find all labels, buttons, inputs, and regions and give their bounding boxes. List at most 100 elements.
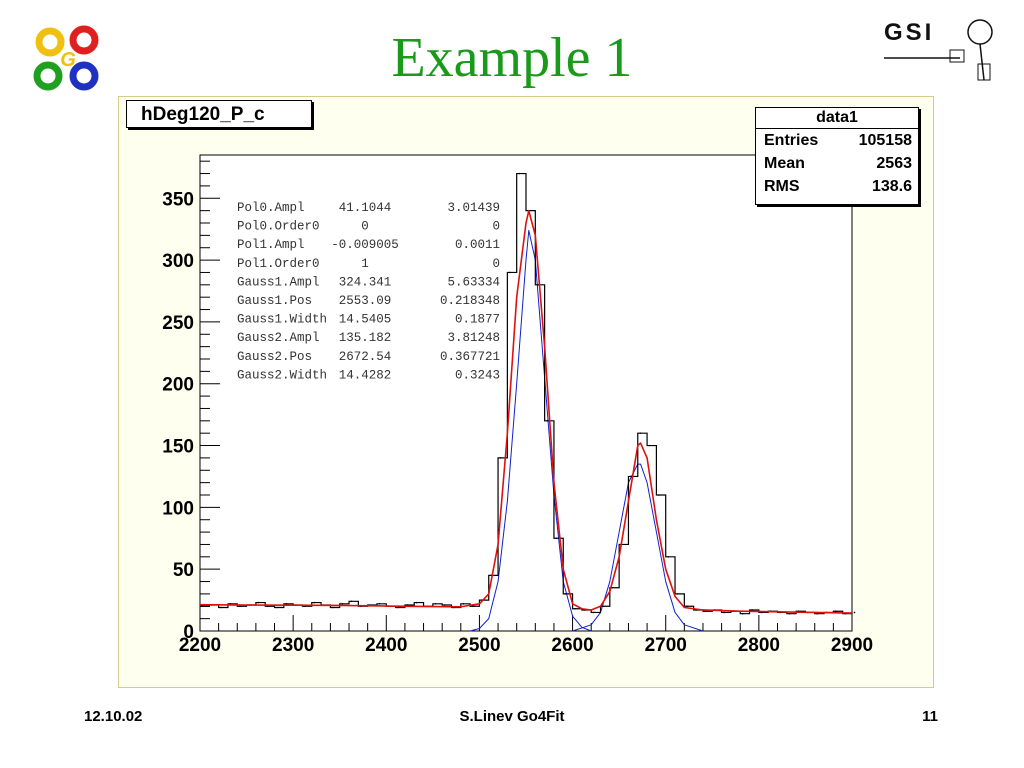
stats-row-rms: RMS 138.6 bbox=[756, 175, 918, 198]
y-tick-label: 100 bbox=[162, 498, 194, 519]
data-point bbox=[257, 601, 260, 604]
fit-param-value: 1 bbox=[361, 257, 369, 271]
stats-row-entries: Entries 105158 bbox=[756, 129, 918, 152]
data-point bbox=[574, 607, 576, 610]
footer-author: S.Linev Go4Fit bbox=[459, 708, 565, 725]
fit-param-name: Gauss2.Ampl bbox=[237, 331, 320, 345]
x-tick-label: 2700 bbox=[645, 635, 687, 656]
fit-param-value: 0 bbox=[361, 220, 369, 234]
fit-param-error: 0 bbox=[492, 257, 500, 271]
fit-param-value: 324.341 bbox=[339, 275, 392, 289]
data-point bbox=[415, 601, 418, 604]
data-point bbox=[723, 611, 725, 614]
data-point bbox=[630, 475, 632, 478]
svg-text:GSI: GSI bbox=[884, 19, 934, 46]
data-point bbox=[332, 606, 334, 609]
data-point bbox=[648, 444, 651, 447]
fit-param-error: 5.63334 bbox=[447, 275, 500, 289]
y-axis: 0 50 100 150 200 250 300 350 bbox=[162, 160, 220, 643]
fit-curve bbox=[199, 209, 853, 614]
data-point bbox=[313, 601, 316, 604]
footer-page-number: 11 bbox=[922, 708, 938, 725]
data-point bbox=[592, 611, 595, 614]
stats-label: Entries bbox=[764, 132, 819, 149]
fit-param-value: 14.5405 bbox=[339, 313, 392, 327]
data-point bbox=[509, 271, 511, 274]
data-point bbox=[471, 605, 474, 608]
data-point bbox=[378, 603, 381, 605]
y-tick-label: 300 bbox=[162, 251, 194, 272]
fit-param-name: Pol0.Ampl bbox=[237, 201, 305, 215]
data-point bbox=[201, 605, 204, 608]
data-point bbox=[676, 593, 679, 595]
fit-param-name: Pol0.Order0 bbox=[237, 220, 320, 234]
data-point bbox=[658, 494, 660, 496]
fit-param-name: Gauss1.Ampl bbox=[237, 275, 320, 289]
y-tick-label: 150 bbox=[162, 437, 194, 458]
fit-param-error: 0 bbox=[492, 220, 500, 234]
stats-title: data1 bbox=[756, 108, 918, 129]
data-point bbox=[751, 609, 753, 611]
x-tick-label: 2300 bbox=[272, 635, 314, 656]
data-point bbox=[741, 612, 744, 615]
histogram-name[interactable]: hDeg120_P_c bbox=[126, 100, 312, 128]
stats-label: Mean bbox=[764, 155, 805, 172]
data-point bbox=[546, 420, 548, 422]
x-axis: 2200 2300 2400 2500 2600 2700 2800 2900 bbox=[179, 615, 873, 656]
data-point bbox=[285, 603, 288, 605]
fit-param-error: 0.218348 bbox=[440, 294, 500, 308]
data-point bbox=[518, 172, 520, 175]
stats-box[interactable]: data1 Entries 105158 Mean 2563 RMS 138.6 bbox=[755, 107, 919, 205]
data-point bbox=[611, 586, 614, 589]
fit-param-error: 0.3243 bbox=[455, 368, 500, 382]
data-point bbox=[238, 605, 241, 608]
y-tick-label: 50 bbox=[173, 560, 194, 581]
data-point bbox=[406, 604, 409, 606]
data-point bbox=[434, 603, 437, 605]
fit-param-name: Pol1.Ampl bbox=[237, 238, 305, 252]
fit-param-name: Gauss2.Width bbox=[237, 368, 327, 382]
fit-param-name: Gauss2.Pos bbox=[237, 350, 312, 364]
component-curves bbox=[469, 229, 704, 632]
data-point bbox=[667, 556, 670, 558]
data-point bbox=[602, 605, 604, 608]
fit-param-error: 3.81248 bbox=[447, 331, 500, 345]
fit-param-value: 135.182 bbox=[339, 331, 392, 345]
data-point bbox=[499, 457, 502, 459]
svg-text:G: G bbox=[60, 49, 76, 71]
stats-value: 138.6 bbox=[871, 178, 912, 195]
component-line-gauss1 bbox=[469, 229, 592, 632]
fit-parameters: Pol0.Ampl 41.1044 3.01439 Pol0.Order0 0 0 Pol1… bbox=[237, 201, 500, 382]
component-line-gauss2 bbox=[572, 463, 704, 632]
x-tick-label: 2200 bbox=[179, 635, 221, 656]
x-tick-label: 2500 bbox=[458, 635, 500, 656]
x-tick-label: 2900 bbox=[831, 635, 873, 656]
fit-param-value: -0.009005 bbox=[331, 238, 399, 252]
data-point bbox=[462, 603, 465, 605]
stats-value: 2563 bbox=[876, 155, 912, 172]
fit-param-error: 0.367721 bbox=[440, 350, 500, 364]
gsi-logo: GSI bbox=[884, 19, 993, 81]
stats-value: 105158 bbox=[858, 132, 912, 149]
slide-title: Example 1 bbox=[391, 27, 633, 89]
fit-param-error: 0.0011 bbox=[455, 238, 500, 252]
x-tick-label: 2800 bbox=[738, 635, 780, 656]
data-point bbox=[341, 603, 344, 605]
fit-param-value: 14.4282 bbox=[339, 368, 392, 382]
data-point bbox=[639, 432, 642, 434]
data-point bbox=[564, 593, 567, 595]
x-tick-label: 2400 bbox=[365, 635, 407, 656]
y-tick-label: 0 bbox=[183, 622, 194, 643]
fit-param-name: Gauss1.Width bbox=[237, 313, 327, 327]
data-point bbox=[555, 537, 558, 540]
fit-param-error: 3.01439 bbox=[447, 201, 500, 215]
fit-param-name: Gauss1.Pos bbox=[237, 294, 312, 308]
go4-logo: G bbox=[33, 25, 99, 91]
data-point bbox=[443, 604, 446, 606]
data-point bbox=[537, 284, 539, 286]
data-point bbox=[220, 606, 222, 609]
plot-frame bbox=[199, 154, 853, 632]
data-point bbox=[276, 606, 278, 609]
data-point bbox=[788, 612, 791, 615]
